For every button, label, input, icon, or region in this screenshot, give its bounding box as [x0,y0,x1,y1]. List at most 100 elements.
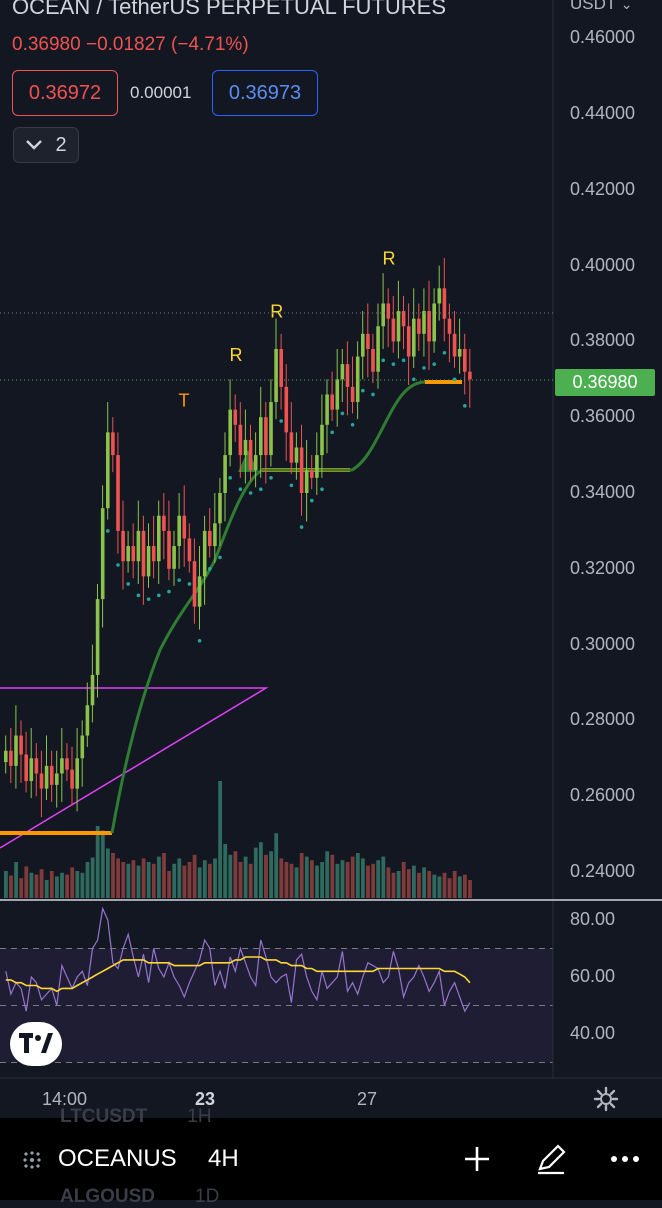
interval-selector[interactable]: 4H [208,1145,239,1172]
chart-overlays [0,380,462,849]
volume-bar [177,858,182,898]
price-axis-label: 0.46000 [570,27,636,48]
last-price: 0.36980 [12,34,81,55]
candle-body [202,530,207,577]
volume-bar [340,860,345,898]
chevron-down-icon: ⌄ [620,0,633,12]
volume-bar [381,856,386,898]
candle-body [310,470,314,478]
volume-bar [401,862,406,898]
volume-bar [289,863,294,898]
candle-body [253,455,258,471]
signal-dot [310,498,314,503]
settings-gear-icon[interactable] [593,1086,619,1112]
tradingview-logo[interactable] [10,1022,62,1066]
volume-bar [427,871,432,898]
volume-bar [396,871,401,898]
candle-body [315,455,319,478]
candle-body [457,348,462,357]
volume-bar [320,862,324,898]
price-axis-label: 0.36000 [570,406,636,427]
candle-body [228,409,232,456]
candle-body [131,546,136,562]
sell-price-button[interactable]: 0.36972 [12,70,118,116]
volume-bar [259,842,263,898]
signal-dot [452,377,457,382]
candle-body [116,455,120,531]
add-plus-icon[interactable] [460,1141,494,1177]
volume-bar [172,863,177,898]
candle-body [361,333,365,357]
signal-dot [177,578,181,582]
volume-bar [223,844,228,898]
currency-selector[interactable]: USDT ⌄ [570,0,632,14]
signal-dot [197,639,202,643]
signal-marker-T: T [179,391,190,411]
volume-bar [187,862,192,898]
candle-body [320,424,324,456]
volume-bar [248,863,253,898]
indicators-toggle-button[interactable]: 2 [13,127,79,163]
signal-dot [320,487,324,492]
volume-bar [49,871,54,898]
candle-body [9,750,13,766]
time-label-23: 23 [195,1089,216,1109]
volume-bar [141,858,146,898]
price-axis-label: 0.30000 [570,633,636,654]
symbol-name[interactable]: OCEANUS [58,1145,177,1172]
candle-body [100,508,105,600]
drawing-pencil-icon[interactable] [534,1141,568,1177]
candle-body [106,432,110,509]
chevron-down-icon [26,140,43,150]
candle-body [233,409,238,425]
signal-dot [330,430,335,435]
volume-bar [213,858,217,898]
symbol-logo-icon [23,1151,41,1169]
candle-body [14,735,18,766]
candle-body [447,318,452,334]
candle-body [208,530,212,547]
candle-body [391,318,396,342]
volume-bar [253,847,258,898]
signal-dot [299,525,304,529]
volume-bar [75,871,80,898]
buy-price-button[interactable]: 0.36973 [212,70,318,116]
volume-bar [29,872,34,898]
candle-body [248,439,253,471]
volume-bar [422,867,426,898]
more-options-icon[interactable] [608,1141,642,1177]
signal-dot [126,582,130,586]
candle-body [95,599,100,675]
volume-bar [80,872,85,898]
candle-body [85,705,90,736]
volume-bar [432,874,437,898]
candle-body [70,769,74,789]
candle-body [136,530,141,562]
candle-body [182,515,187,539]
symbol-title[interactable]: OCEAN / TetherUS PERPETUAL FUTURES [12,0,446,19]
volume-bar [304,856,309,898]
signal-dot [106,529,110,533]
volume-bar [269,851,273,898]
candle-body [304,470,309,493]
volume-bar [34,874,39,898]
volume-bar [162,853,166,898]
candle-body [340,364,345,380]
candle-body [299,447,304,493]
candle-body [157,515,161,562]
volume-bar [391,872,396,898]
volume-bar [330,854,335,898]
volume-bar [65,874,69,898]
volume-bar [202,860,207,898]
candle-body [80,735,85,759]
volume-bar [417,872,421,898]
volume-bar [9,875,13,898]
signal-marker-R: R [230,345,243,365]
signal-dot [381,358,386,363]
candle-body [432,303,436,342]
volume-bar [355,853,360,898]
volume-bar [136,865,141,898]
volume-bar [19,878,24,898]
candle-body [294,447,299,463]
